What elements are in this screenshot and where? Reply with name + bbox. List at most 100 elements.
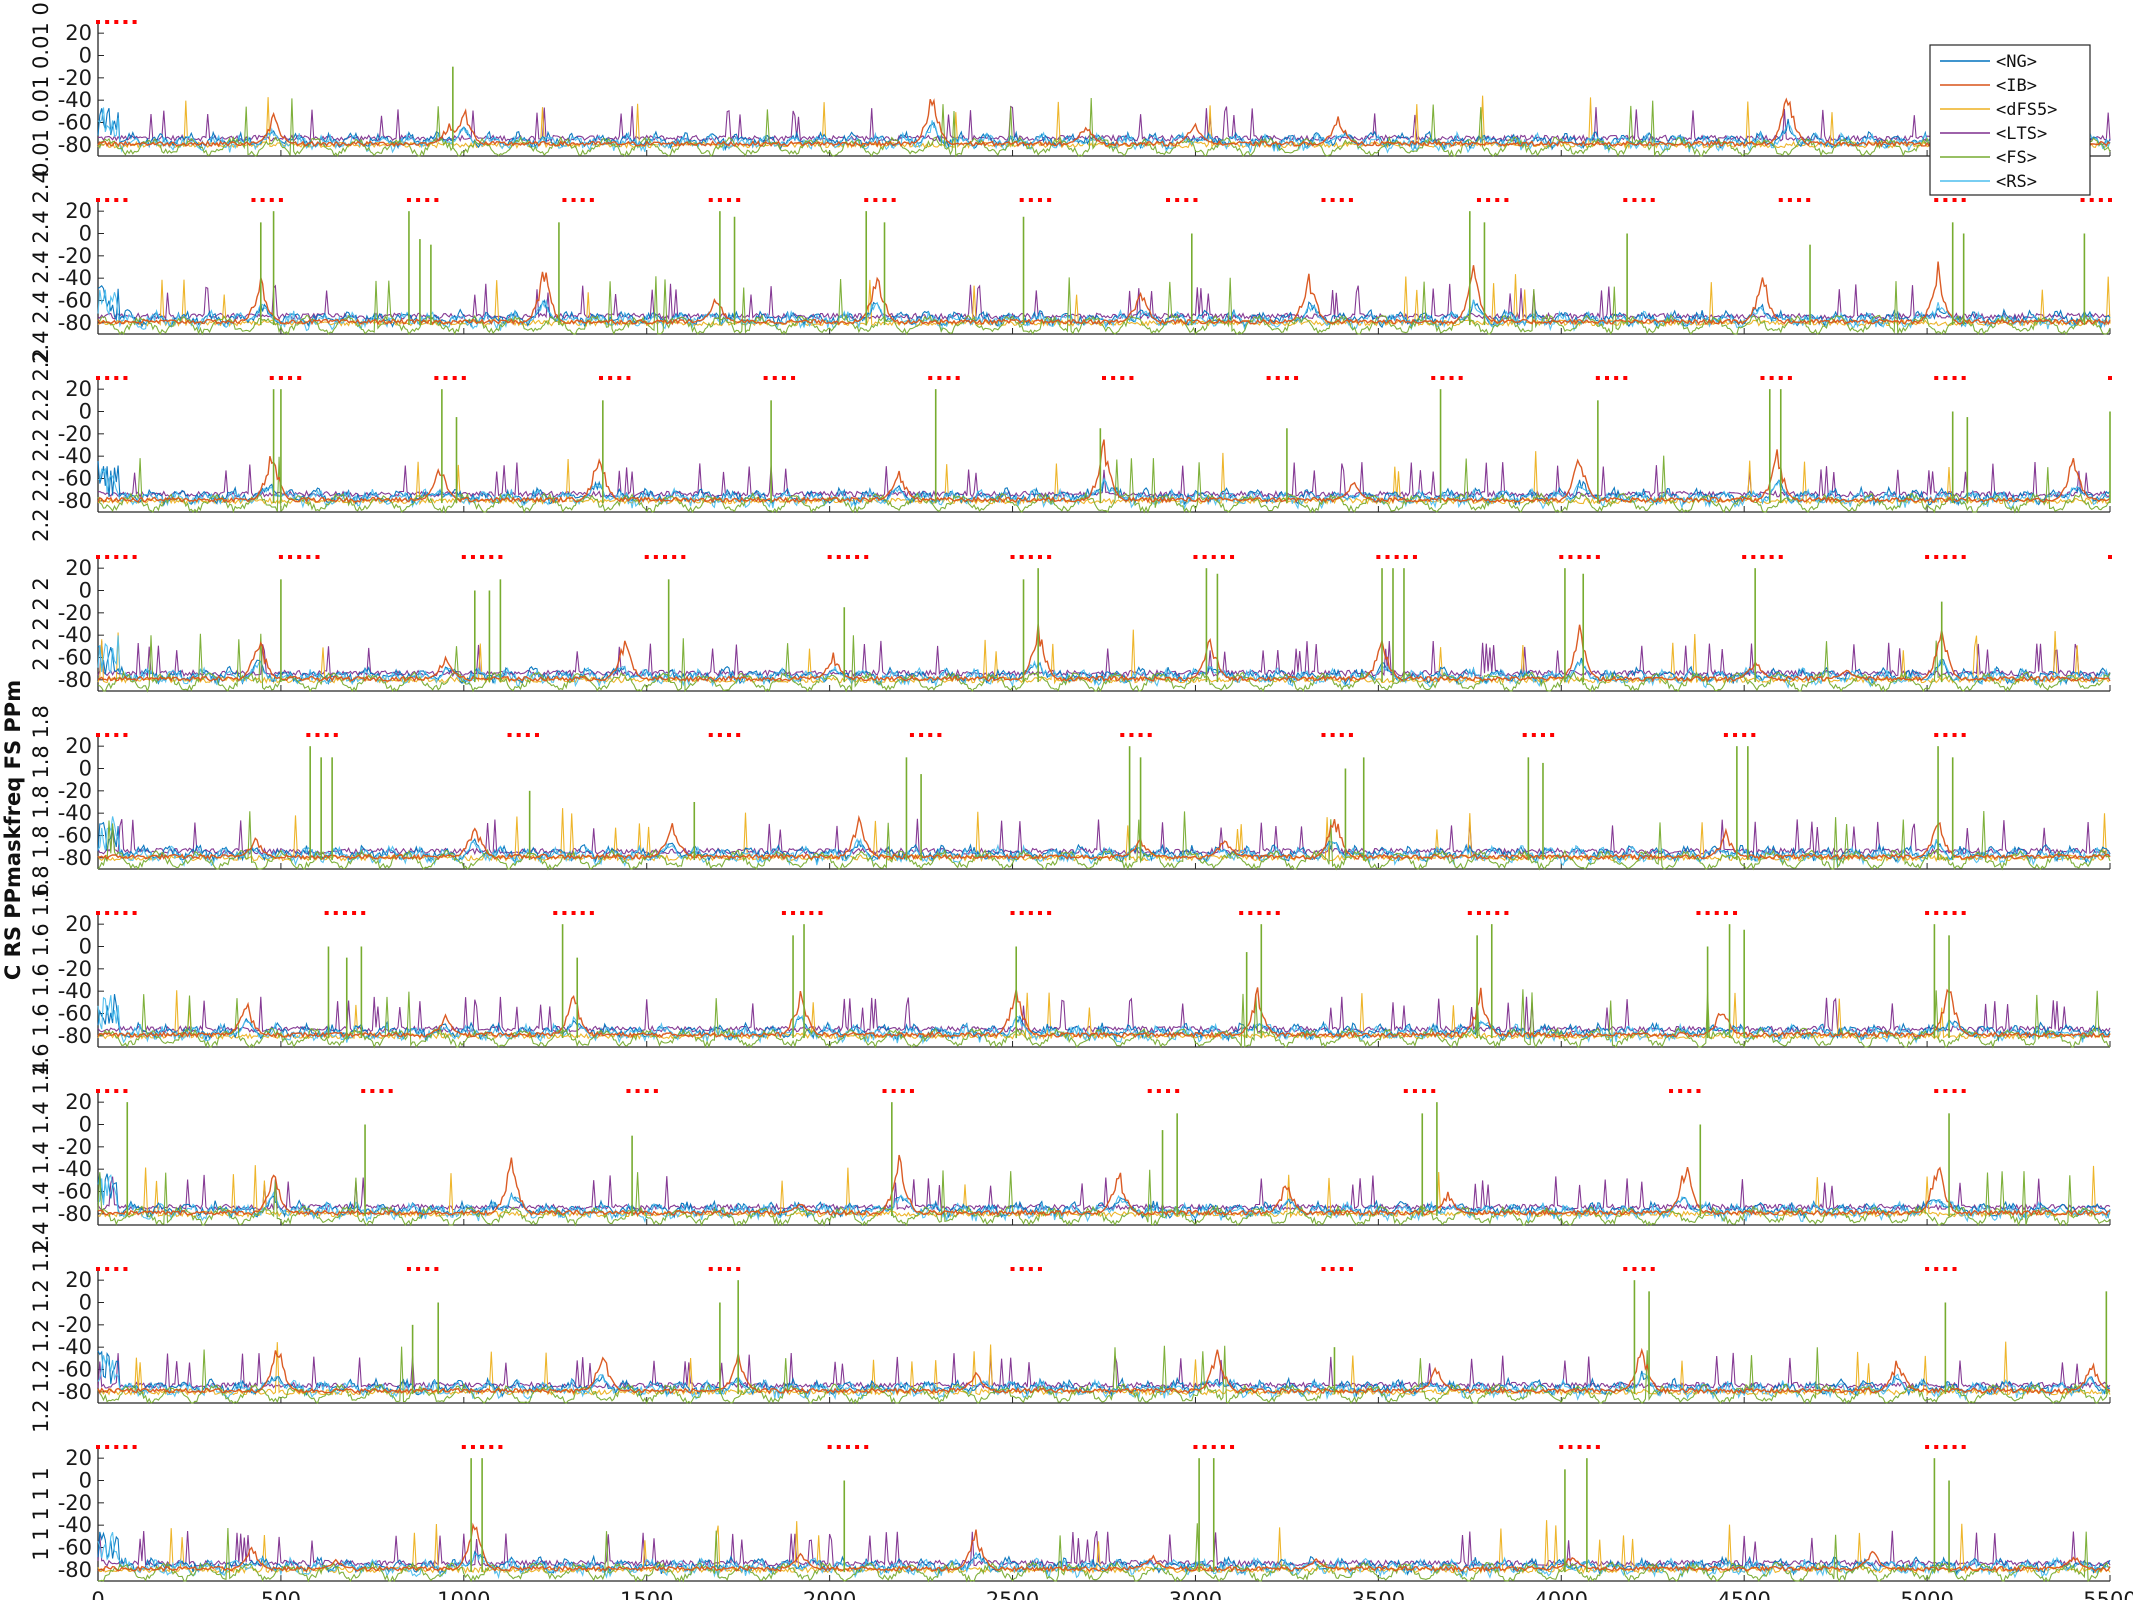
pulse-marker	[1605, 376, 1609, 380]
y-tick-label: -20	[58, 422, 92, 446]
pulse-marker	[1211, 1445, 1216, 1449]
pulse-marker	[1330, 733, 1335, 737]
pulse-marker	[96, 1089, 100, 1093]
series-dfs5-line	[97, 451, 2111, 506]
pulse-marker	[708, 733, 713, 737]
pulse-marker	[1961, 911, 1966, 915]
pulse-marker	[114, 911, 119, 915]
pulse-marker	[96, 376, 100, 380]
pulse-marker	[1321, 733, 1326, 737]
pulse-marker	[909, 733, 914, 737]
y-tick-label: -60	[58, 289, 92, 313]
pulse-marker	[1568, 1445, 1573, 1449]
y-tick-label: -60	[58, 111, 92, 135]
pulse-marker	[1952, 1445, 1957, 1449]
x-axis: 0 500 1000 1500 2000 2500 3000 3500 4000 4500 5000…	[91, 1588, 2133, 1600]
pulse-marker	[1961, 376, 1966, 380]
pulse-marker	[635, 1089, 640, 1093]
y-tick-label: 0	[79, 1469, 92, 1493]
pulse-marker	[489, 555, 494, 559]
pulse-marker	[1220, 555, 1225, 559]
pulse-marker	[132, 1445, 137, 1449]
pulse-marker	[717, 198, 722, 202]
pulse-marker	[1952, 376, 1957, 380]
y-tick-label: 20	[65, 1090, 92, 1114]
pulse-marker	[1458, 376, 1463, 380]
pulse-marker	[1175, 1089, 1180, 1093]
pulse-marker	[105, 555, 110, 559]
series-lts-line	[97, 1174, 2111, 1212]
pulse-marker	[507, 733, 512, 737]
pulse-marker	[708, 198, 713, 202]
pulse-marker	[470, 1445, 475, 1449]
panel-ylabel: 2 2 2 2 2	[29, 577, 53, 671]
pulse-marker	[1504, 911, 1509, 915]
pulse-marker	[105, 733, 110, 737]
y-tick-label: -20	[58, 244, 92, 268]
pulse-marker	[955, 376, 960, 380]
y-tick-label: -40	[58, 444, 92, 468]
pulse-marker	[132, 555, 137, 559]
pulse-marker	[919, 733, 924, 737]
panel-4: 200-20-40-60-802 2 2 2 2	[29, 555, 2112, 693]
pulse-marker	[1723, 733, 1728, 737]
pulse-marker	[1486, 198, 1491, 202]
pulse-marker	[717, 1267, 722, 1271]
pulse-marker	[96, 198, 100, 202]
pulse-marker	[873, 198, 878, 202]
series-lts-line	[97, 283, 2111, 321]
pulse-marker	[1943, 376, 1948, 380]
panel-5: 200-20-40-60-801.8 1.8 1.8 1.8 1.8	[29, 705, 2111, 899]
pulse-marker	[1751, 733, 1756, 737]
panel-ylabel: 1.2 1.2 1.2 1.2 1.2	[29, 1239, 53, 1433]
y-tick-label: 20	[65, 199, 92, 223]
pulse-marker	[278, 555, 283, 559]
pulse-marker	[2080, 198, 2085, 202]
pulse-marker	[1943, 1089, 1948, 1093]
series-rs-line	[97, 467, 2111, 511]
y-tick-label: -20	[58, 601, 92, 625]
pulse-marker	[836, 555, 841, 559]
legend-entry-label: <IB>	[1996, 76, 2037, 96]
pulse-marker	[1778, 198, 1783, 202]
pulse-marker	[2108, 555, 2112, 559]
pulse-marker	[1650, 1267, 1655, 1271]
pulse-marker	[1623, 376, 1628, 380]
pulse-marker	[1202, 1445, 1207, 1449]
pulse-marker	[1961, 1089, 1966, 1093]
pulse-marker	[406, 1267, 411, 1271]
pulse-marker	[937, 376, 942, 380]
y-tick-label: -20	[58, 1491, 92, 1515]
y-tick-label: 20	[65, 556, 92, 580]
pulse-marker	[1961, 198, 1966, 202]
pulse-marker	[1147, 1089, 1152, 1093]
pulse-marker	[644, 555, 649, 559]
pulse-marker	[1733, 733, 1738, 737]
pulse-marker	[370, 1089, 375, 1093]
panel-3: 200-20-40-60-802.2 2.2 2.2 2.2 2.2	[29, 348, 2112, 542]
y-tick-label: -60	[58, 467, 92, 491]
pulse-marker	[1678, 1089, 1683, 1093]
pulse-marker	[1111, 376, 1116, 380]
pulse-marker	[1037, 555, 1042, 559]
pulse-marker	[324, 911, 329, 915]
pulse-marker	[1476, 198, 1481, 202]
pulse-marker	[461, 376, 466, 380]
pulse-marker	[571, 198, 576, 202]
pulse-marker	[361, 911, 366, 915]
pulse-marker	[900, 1089, 905, 1093]
pulse-marker	[736, 198, 741, 202]
pulse-marker	[1925, 555, 1930, 559]
pulse-marker	[1175, 198, 1180, 202]
pulse-marker	[114, 1445, 119, 1449]
pulse-marker	[580, 198, 585, 202]
pulse-marker	[1257, 911, 1262, 915]
pulse-marker	[553, 911, 558, 915]
pulse-marker	[1440, 376, 1445, 380]
pulse-marker	[1559, 555, 1564, 559]
pulse-marker	[599, 376, 603, 380]
pulse-marker	[1202, 555, 1207, 559]
pulse-marker	[498, 555, 503, 559]
pulse-marker	[644, 1089, 649, 1093]
x-tick-label: 4500	[1717, 1588, 1770, 1600]
